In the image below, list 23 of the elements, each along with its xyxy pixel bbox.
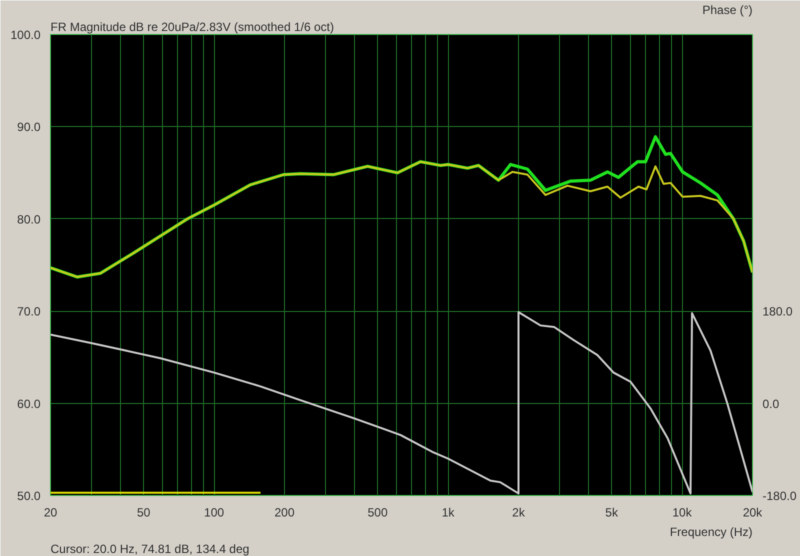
- x-tick-label: 1k: [442, 506, 456, 520]
- y-tick-label: 70.0: [17, 304, 41, 319]
- y2-axis-title: Phase (°): [702, 3, 753, 17]
- x-tick-label: 20: [44, 506, 58, 520]
- chart-title: FR Magnitude dB re 20uPa/2.83V (smoothed 1/6 oct): [50, 20, 334, 34]
- x-tick-label: 5k: [605, 506, 619, 520]
- y-tick-label: 90.0: [17, 120, 41, 134]
- x-tick-label: 2k: [512, 506, 526, 520]
- x-tick-label: 100: [204, 506, 224, 520]
- text: Cursor: 20.0 Hz, 74.81 dB, 134.4 deg: [50, 542, 250, 556]
- x-tick-label: 20k: [742, 506, 764, 520]
- y-tick-label: 100.0: [10, 28, 41, 42]
- y2-tick-label: 180.0: [762, 304, 793, 319]
- y2-tick-label: 0.0: [762, 396, 780, 411]
- x-axis-title: Frequency (Hz): [670, 525, 753, 539]
- y2-tick-label: -180.0: [762, 489, 797, 503]
- y-tick-label: 50.0: [17, 489, 41, 503]
- x-tick-label: 500: [368, 506, 388, 520]
- x-tick-label: 10k: [672, 506, 693, 520]
- x-tick-label: 50: [136, 506, 151, 520]
- x-tick-label: 200: [274, 506, 295, 520]
- y-tick-label: 60.0: [17, 396, 41, 411]
- y-tick-label: 80.0: [17, 212, 41, 226]
